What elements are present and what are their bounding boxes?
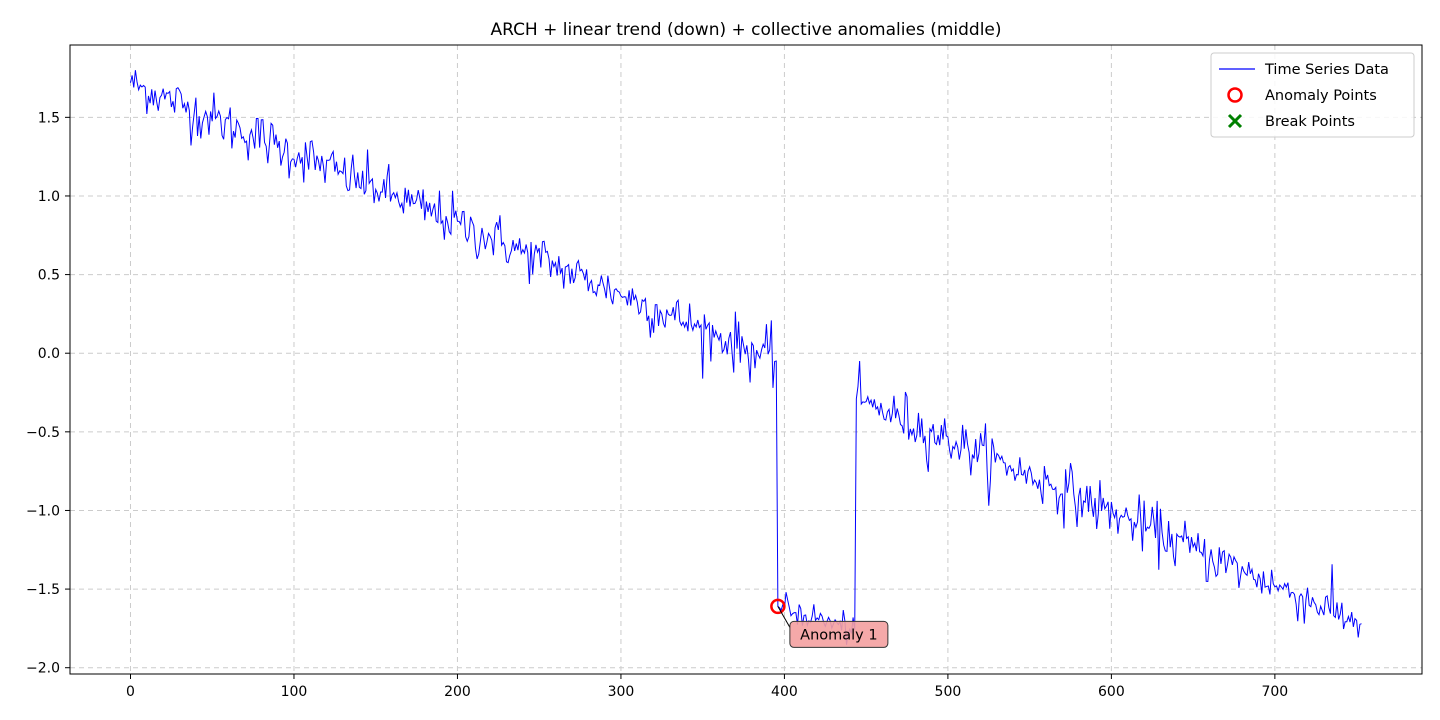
y-tick-label: −2.0 (26, 661, 60, 677)
y-tick-label: 1.5 (38, 110, 60, 126)
legend-label: Anomaly Points (1265, 88, 1377, 104)
y-tick-label: 0.0 (38, 346, 60, 362)
legend: Time Series Data Anomaly Points Break Poin… (1210, 52, 1415, 138)
anomaly-point-marker (770, 598, 786, 615)
x-tick-label: 300 (608, 684, 635, 700)
x-tick-label: 100 (281, 684, 308, 700)
x-tick-label: 600 (1098, 684, 1125, 700)
annotation-arrow (777, 606, 791, 628)
x-tick-label: 700 (1261, 684, 1288, 700)
series-line (130, 70, 1362, 645)
series-layer (130, 70, 1362, 645)
grid (70, 45, 1422, 674)
y-tick-label: −1.5 (26, 582, 60, 598)
y-tick-label: 1.0 (38, 189, 60, 205)
plot-frame (69, 44, 1423, 675)
legend-box (1210, 52, 1415, 138)
x-tick-label: 0 (126, 684, 135, 700)
x-tick-label: 400 (771, 684, 798, 700)
y-tick-label: 0.5 (38, 268, 60, 284)
annotation-box (789, 620, 889, 648)
x-tick-label: 200 (444, 684, 471, 700)
legend-swatch-anomaly (1227, 87, 1243, 103)
anomaly-layer (770, 598, 786, 615)
legend-label: Break Points (1265, 114, 1355, 130)
axis-ticks: 0 100 200 300 400 500 600 700 1.5 1.0 0.5 0.0 −0.5 −1… (26, 110, 1288, 700)
x-tick-label: 500 (935, 684, 962, 700)
legend-swatch-break (1227, 113, 1243, 129)
annotation-label: Anomaly 1 (800, 627, 877, 643)
chart-title: ARCH + linear trend (down) + collective … (490, 20, 1001, 40)
y-tick-label: −1.0 (26, 503, 60, 519)
y-tick-label: −0.5 (26, 425, 60, 441)
annotation-layer: Anomaly 1 (777, 606, 889, 648)
legend-label: Time Series Data (1264, 62, 1389, 78)
